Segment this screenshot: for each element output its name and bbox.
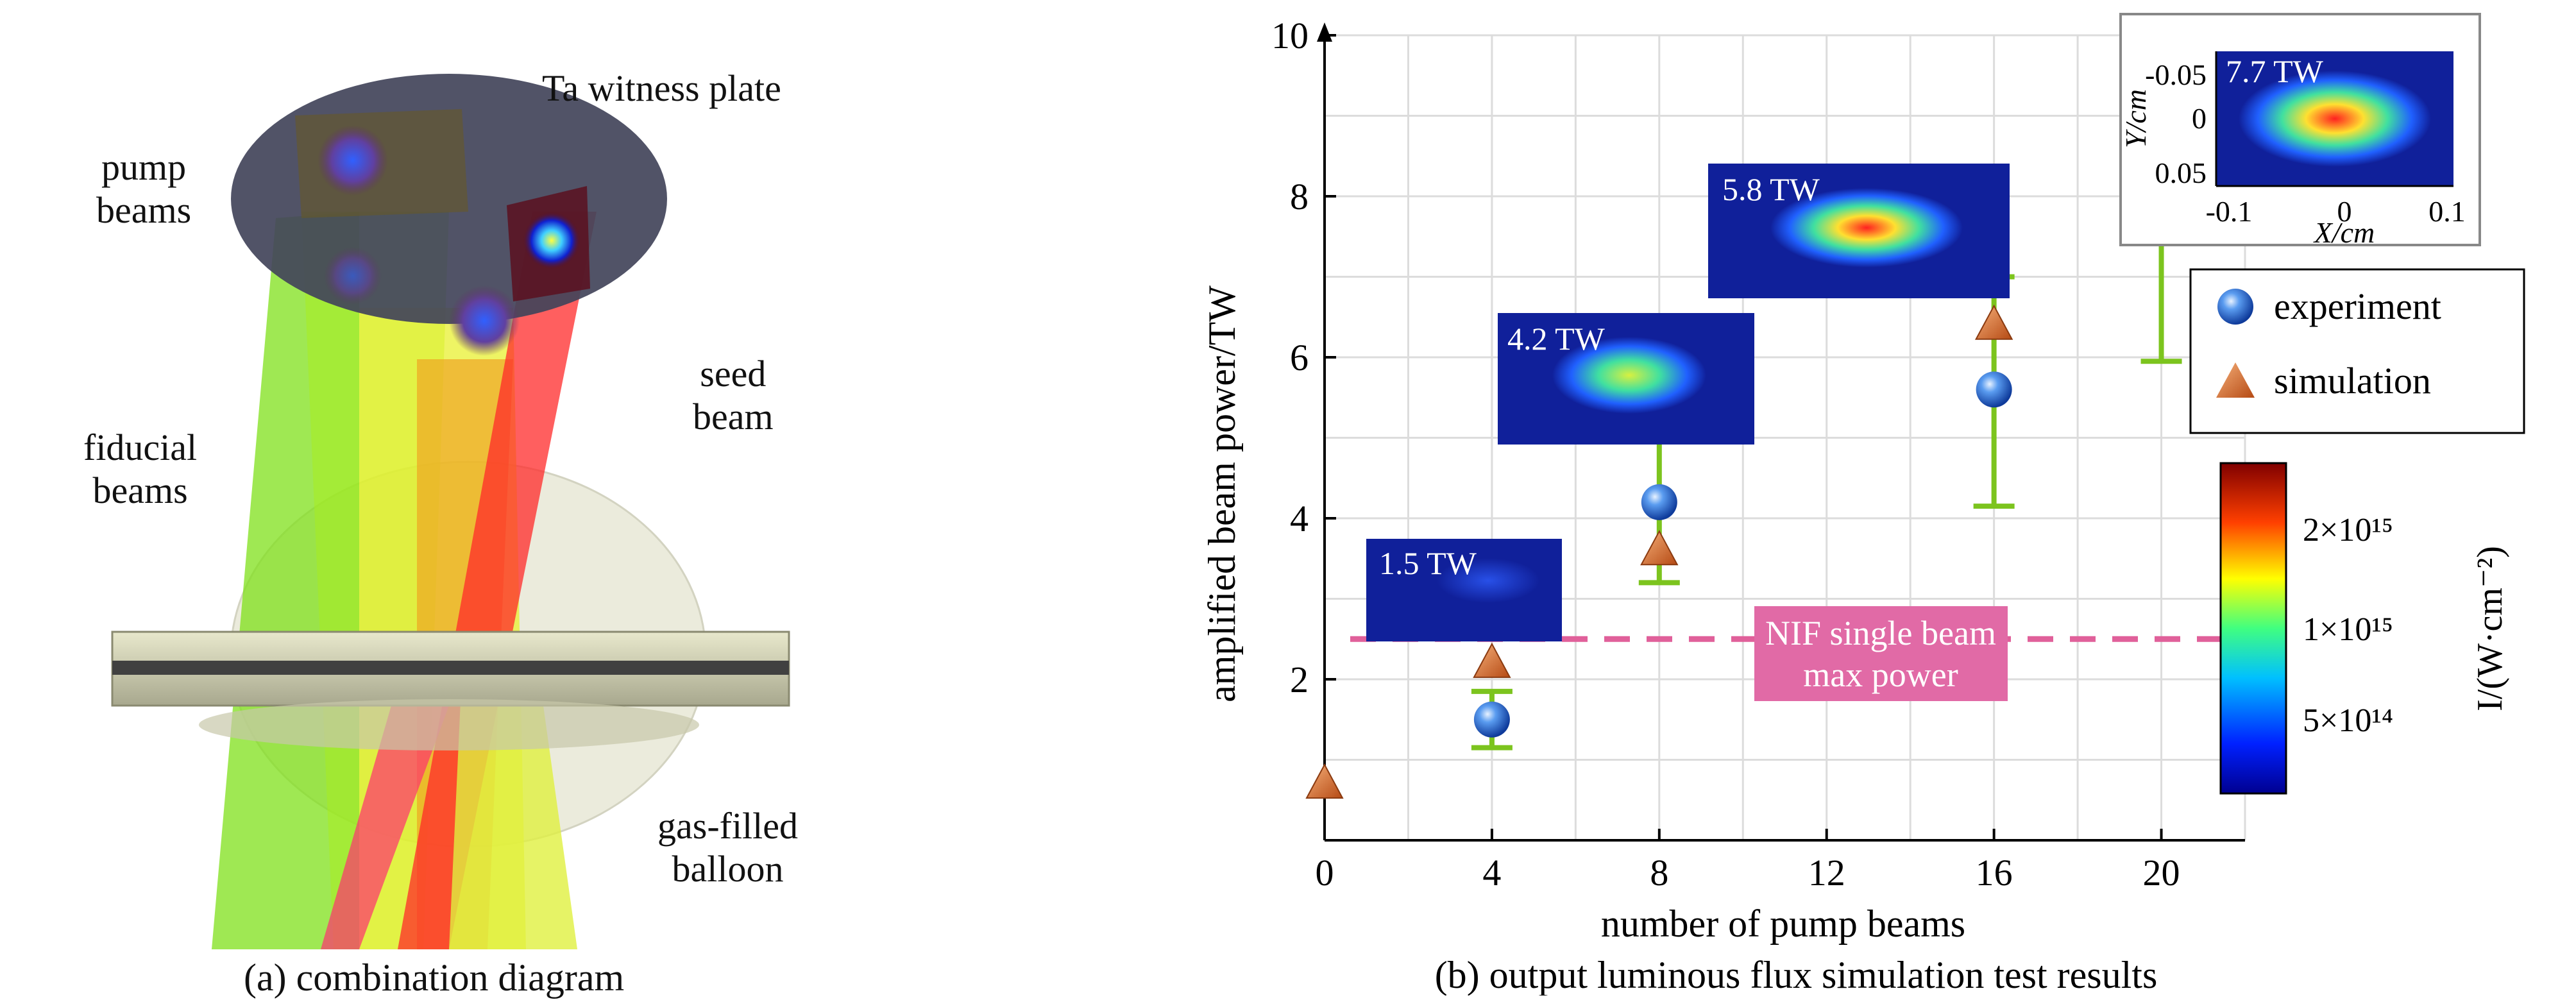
label-fiducial-beams: fiducial beams — [83, 427, 198, 511]
simulation-point — [1974, 304, 2013, 340]
y-axis-arrow — [1317, 22, 1332, 42]
x-tick-label: 12 — [1808, 852, 1845, 894]
y-tick-label: 10 — [1271, 15, 1309, 56]
inset-ylabel: Y/cm — [2119, 89, 2152, 148]
nif-label-box: NIF single beam max power — [1754, 606, 2008, 701]
inset-label-3: 5.8 TW — [1722, 171, 1820, 207]
legend-simulation-marker — [2216, 362, 2255, 398]
legend-experiment-label: experiment — [2274, 285, 2441, 327]
caption-b: (b) output luminous flux simulation test… — [1435, 954, 2158, 996]
inset-7-7tw: 7.7 TW -0.05 0 0.05 -0.1 0 0.1 X/cm Y/cm — [2119, 13, 2481, 249]
axes — [1317, 22, 2245, 842]
inset-xtick-3: 0.1 — [2428, 195, 2466, 228]
x-tick-label: 8 — [1650, 852, 1668, 894]
x-tick-label: 4 — [1482, 852, 1501, 894]
y-tick-label: 2 — [1290, 659, 1309, 700]
colorbar-tick-3: 5×10¹⁴ — [2303, 702, 2393, 739]
label-pump-beams: pump beams — [96, 146, 192, 231]
legend: experiment simulation — [2189, 268, 2525, 434]
inset-xtick-2: 0 — [2337, 195, 2352, 228]
experiment-point — [1641, 484, 1677, 520]
inset-5-8tw: 5.8 TW — [1708, 164, 2010, 298]
legend-experiment-marker — [2217, 289, 2253, 325]
x-axis-label: number of pump beams — [1601, 903, 1965, 945]
inset-ytick-1: -0.05 — [2145, 58, 2207, 91]
label-balloon: gas-filled balloon — [657, 805, 799, 890]
y-tick-label: 4 — [1290, 498, 1309, 539]
inset-4-2tw: 4.2 TW — [1498, 313, 1754, 445]
experiment-point — [1473, 701, 1510, 738]
colorbar-tick-1: 2×10¹⁵ — [2303, 512, 2393, 548]
experiment-point — [1976, 371, 2012, 408]
x-tick-label: 16 — [1976, 852, 2013, 894]
inset-label-1: 1.5 TW — [1379, 545, 1477, 581]
inset-label-2: 4.2 TW — [1507, 321, 1606, 357]
combination-diagram: Ta witness plate pump beams seed beam fi… — [0, 0, 1155, 999]
combination-illustration — [111, 74, 790, 949]
y-tick-label: 6 — [1290, 337, 1309, 378]
caption-a: (a) combination diagram — [244, 956, 625, 999]
x-tick-label: 20 — [2143, 852, 2180, 894]
nif-label-line1: NIF single beam — [1765, 614, 1996, 652]
simulation-point — [1640, 530, 1679, 566]
colorbar: 2×10¹⁵ 1×10¹⁵ 5×10¹⁴ I/(W·cm⁻²) — [2219, 462, 2510, 795]
colorbar-label: I/(W·cm⁻²) — [2470, 546, 2510, 711]
inset-1-5tw: 1.5 TW — [1366, 539, 1562, 641]
simulation-point — [1305, 763, 1344, 799]
nif-label-line2: max power — [1803, 656, 1958, 694]
colorbar-tick-2: 1×10¹⁵ — [2303, 611, 2393, 648]
inset-ytick-2: 0 — [2192, 102, 2207, 135]
label-witness-plate: Ta witness plate — [542, 67, 781, 109]
inset-xtick-1: -0.1 — [2206, 195, 2253, 228]
y-axis-label: amplified beam power/TW — [1201, 285, 1243, 702]
x-tick-label: 0 — [1316, 852, 1334, 894]
inset-label-4: 7.7 TW — [2226, 53, 2324, 89]
simulation-point — [1473, 642, 1511, 678]
inset-ytick-3: 0.05 — [2155, 157, 2207, 189]
legend-simulation-label: simulation — [2274, 360, 2431, 402]
inset-xlabel: X/cm — [2313, 216, 2375, 249]
y-tick-label: 8 — [1290, 176, 1309, 217]
grid — [1325, 34, 2246, 840]
label-seed-beam: seed beam — [693, 353, 774, 437]
